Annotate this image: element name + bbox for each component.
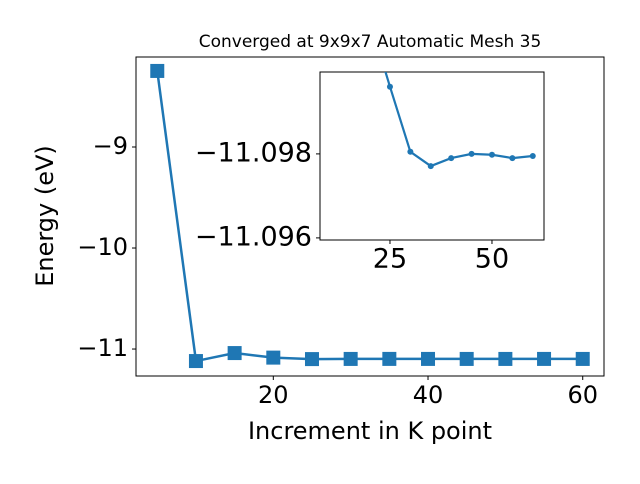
data-point [459,351,474,366]
x-axis-label: Increment in K point [248,417,492,445]
data-point [266,350,281,365]
y-axis-label: Energy (eV) [31,145,59,287]
x-tick-label: 50 [475,244,509,275]
x-tick-label: 25 [373,244,407,275]
data-point [509,155,516,162]
y-tick-label: −11 [77,334,128,362]
data-point [227,346,242,361]
data-point [575,351,590,366]
data-point [367,17,373,23]
data-point [448,155,455,162]
data-point [188,354,203,369]
data-point [304,352,319,367]
data-point [468,150,475,157]
data-point [343,351,358,366]
y-tick-label: −9 [93,132,128,160]
data-point [498,351,513,366]
y-tick-label: −11.096 [195,221,312,252]
x-tick-label: 60 [567,381,598,409]
chart-title: Converged at 9x9x7 Automatic Mesh 35 [199,32,542,52]
data-point [488,151,495,158]
x-tick-label: 40 [413,381,444,409]
data-point [386,83,393,90]
y-tick-label: −10 [77,233,128,261]
data-point [529,153,536,159]
data-point [150,63,165,78]
x-tick-label: 20 [258,381,289,409]
plot-area [367,17,536,170]
data-point [407,148,414,155]
data-point [427,163,434,170]
plot-area [150,63,590,369]
data-point [382,351,397,366]
axes-frame [319,71,545,241]
data-point [537,351,552,366]
data-point [421,351,436,366]
y-tick-label: −11.098 [195,137,312,168]
